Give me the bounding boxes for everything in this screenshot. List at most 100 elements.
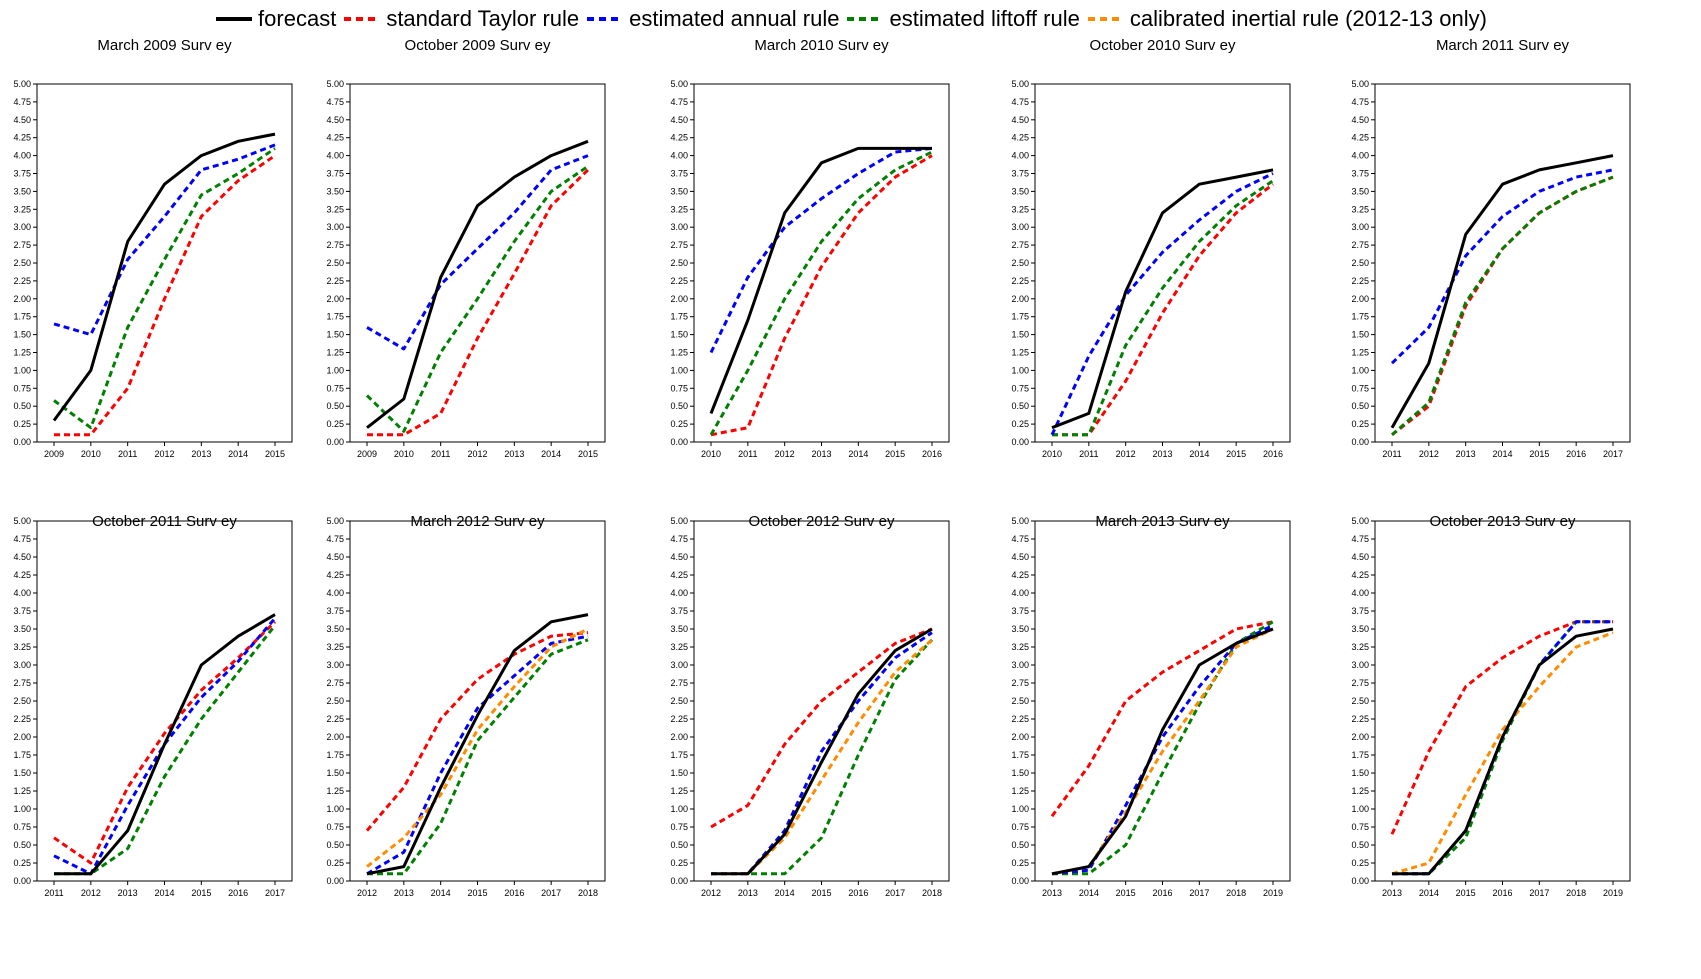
y-tick-label: 0.75: [670, 383, 688, 393]
x-tick-label: 2011: [431, 449, 450, 459]
series-line-estimated-annual-rule: [366, 634, 589, 876]
plot-frame: [36, 520, 293, 882]
y-tick-label: 0.75: [326, 383, 344, 393]
y-tick-label: 0.75: [1351, 822, 1369, 832]
y-tick-label: 2.50: [1351, 696, 1369, 706]
y-tick-label: 2.75: [670, 678, 688, 688]
y-tick-label: 1.50: [1011, 768, 1029, 778]
y-tick-label: 1.75: [670, 750, 688, 760]
y-tick-label: 2.50: [1351, 258, 1369, 268]
x-tick-label: 2014: [1079, 888, 1099, 898]
y-tick-label: 3.25: [13, 642, 31, 652]
y-tick-label: 2.00: [13, 294, 31, 304]
y-tick-label: 3.75: [670, 606, 688, 616]
y-tick-label: 1.25: [326, 786, 344, 796]
x-tick-label: 2017: [1529, 888, 1549, 898]
chart-panel-2: March 2010 Surv ey 0.00 0.25 0.50 0.75 1.00 1.…: [670, 37, 950, 459]
series-line-forecast: [52, 132, 276, 422]
y-tick-label: 2.25: [13, 276, 31, 286]
x-tick-label: 2009: [357, 449, 377, 459]
y-tick-label: 4.50: [326, 115, 344, 125]
y-tick-label: 1.75: [13, 750, 31, 760]
x-tick-label: 2016: [1492, 888, 1512, 898]
series-line-standard-taylor-rule: [53, 620, 277, 865]
y-tick-label: 3.00: [13, 660, 31, 670]
x-tick-label: 2015: [467, 888, 487, 898]
y-tick-label: 1.25: [1011, 786, 1029, 796]
y-tick-label: 2.25: [1351, 276, 1369, 286]
x-tick-label: 2012: [357, 888, 377, 898]
series-line-standard-taylor-rule: [710, 154, 933, 437]
y-tick-label: 1.25: [326, 348, 344, 358]
x-tick-label: 2012: [1419, 449, 1439, 459]
y-tick-label: 0.50: [13, 840, 31, 850]
y-tick-label: 4.25: [1011, 133, 1029, 143]
y-tick-label: 3.50: [670, 186, 688, 196]
y-tick-label: 1.25: [13, 786, 31, 796]
y-tick-label: 0.00: [326, 437, 344, 447]
legend-item-0: forecast: [214, 6, 336, 32]
x-tick-label: 2011: [44, 888, 63, 898]
series-line-estimated-liftoff-rule: [54, 624, 277, 876]
y-tick-label: 3.00: [326, 222, 344, 232]
y-tick-label: 2.25: [13, 714, 31, 724]
x-tick-label: 2019: [1603, 888, 1623, 898]
x-tick-label: 2014: [154, 888, 174, 898]
y-tick-label: 1.50: [670, 330, 688, 340]
x-tick-label: 2016: [922, 449, 942, 459]
series-line-estimated-annual-rule: [1390, 168, 1614, 365]
y-tick-label: 2.00: [1351, 294, 1369, 304]
y-tick-label: 4.75: [1011, 97, 1029, 107]
y-tick-label: 0.25: [13, 858, 31, 868]
series-line-forecast: [366, 139, 589, 429]
x-tick-label: 2017: [1603, 449, 1623, 459]
plot-frame: [349, 83, 606, 443]
y-tick-label: 4.75: [1011, 534, 1029, 544]
x-tick-label: 2010: [394, 449, 414, 459]
y-tick-label: 4.75: [670, 534, 688, 544]
y-tick-label: 4.50: [13, 552, 31, 562]
y-tick-label: 1.75: [326, 312, 344, 322]
y-tick-label: 2.25: [326, 276, 344, 286]
x-tick-label: 2017: [885, 888, 905, 898]
y-tick-label: 3.75: [1011, 606, 1029, 616]
y-tick-label: 0.50: [326, 840, 344, 850]
series-line-standard-taylor-rule: [710, 627, 933, 829]
y-tick-label: 2.00: [670, 294, 688, 304]
y-tick-label: 0.50: [1351, 401, 1369, 411]
x-tick-label: 2012: [701, 888, 721, 898]
y-tick-label: 3.75: [326, 169, 344, 179]
chart-panel-7: October 2012 Surv ey0.000.250.500.751.00…: [670, 513, 950, 898]
y-tick-label: 4.25: [670, 570, 688, 580]
y-tick-label: 1.75: [670, 312, 688, 322]
y-tick-label: 1.50: [13, 330, 31, 340]
series-line-standard-taylor-rule: [365, 631, 589, 832]
y-tick-label: 2.25: [326, 714, 344, 724]
y-tick-label: 4.50: [1011, 115, 1029, 125]
y-tick-label: 0.75: [1011, 383, 1029, 393]
chart-panel-3: October 2010 Surv ey 0.00 0.25 0.50 0.75 1.00…: [1011, 37, 1291, 459]
legend-label: standard Taylor rule: [386, 6, 580, 31]
y-tick-label: 0.00: [1011, 876, 1029, 886]
y-tick-label: 4.25: [326, 570, 344, 580]
x-tick-label: 2014: [1419, 888, 1439, 898]
y-tick-label: 2.50: [670, 258, 688, 268]
y-tick-label: 3.50: [670, 624, 688, 634]
y-tick-label: 3.50: [1351, 186, 1369, 196]
x-tick-label: 2014: [431, 888, 451, 898]
y-tick-label: 4.75: [670, 97, 688, 107]
y-tick-label: 2.50: [1011, 696, 1029, 706]
y-tick-label: 3.00: [1351, 222, 1369, 232]
y-tick-label: 0.25: [326, 858, 344, 868]
y-tick-label: 1.75: [1011, 312, 1029, 322]
x-tick-label: 2018: [1226, 888, 1246, 898]
series-line-forecast: [1390, 154, 1614, 429]
y-tick-label: 4.00: [13, 151, 31, 161]
series-line-estimated-liftoff-rule: [711, 638, 934, 876]
series-line-estimated-liftoff-rule: [1052, 179, 1274, 437]
y-tick-label: 0.75: [1011, 822, 1029, 832]
x-tick-label: 2015: [578, 449, 598, 459]
series-line-forecast: [709, 146, 932, 414]
y-tick-label: 3.25: [1351, 204, 1369, 214]
